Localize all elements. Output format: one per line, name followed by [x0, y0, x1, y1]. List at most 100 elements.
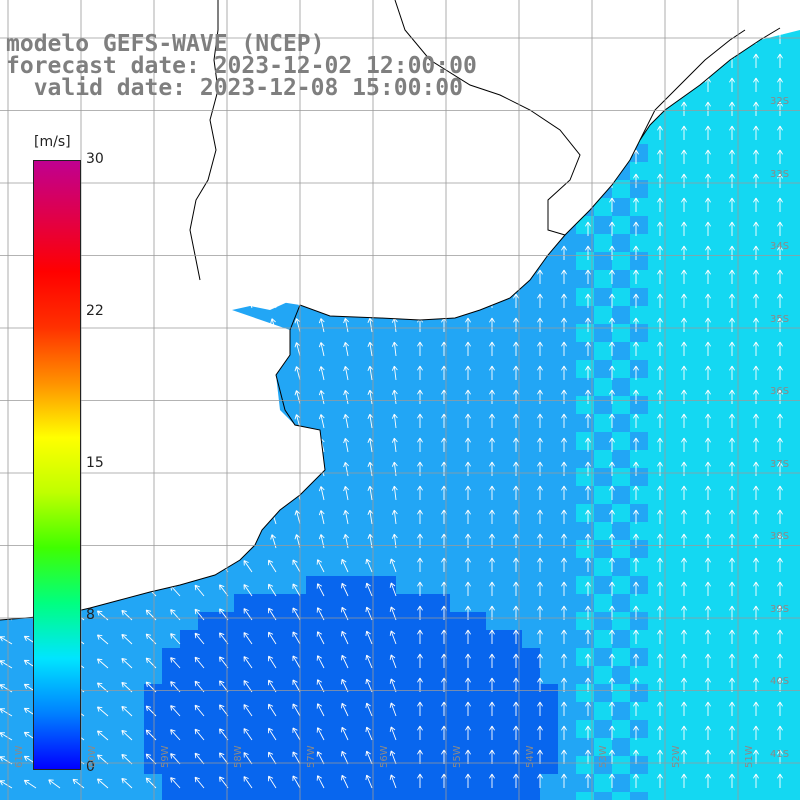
wind-cell	[432, 378, 450, 396]
wind-arrow	[48, 779, 61, 789]
wind-cell	[612, 396, 630, 414]
wind-cell	[612, 576, 630, 594]
wind-arrow	[681, 101, 687, 116]
wind-arrow	[753, 629, 759, 644]
wind-cell	[162, 684, 180, 702]
wind-arrow	[585, 461, 591, 476]
wind-cell	[450, 324, 468, 342]
wind-cell	[306, 378, 324, 396]
wind-cell	[612, 324, 630, 342]
wind-arrow	[729, 245, 735, 260]
wind-cell	[396, 504, 414, 522]
wind-cell	[684, 504, 702, 522]
wind-cell	[180, 594, 198, 612]
wind-cell	[612, 684, 630, 702]
wind-arrow	[513, 749, 519, 764]
wind-cell	[684, 396, 702, 414]
wind-arrow	[753, 149, 759, 164]
wind-cell	[576, 522, 594, 540]
wind-cell	[324, 702, 342, 720]
wind-cell	[738, 594, 756, 612]
wind-arrow	[753, 677, 759, 692]
wind-cell	[414, 612, 432, 630]
wind-cell	[540, 396, 558, 414]
wind-cell	[792, 126, 800, 144]
wind-cell	[756, 72, 774, 90]
wind-cell	[738, 522, 756, 540]
wind-arrow	[417, 725, 423, 740]
wind-cell	[648, 738, 666, 756]
wind-cell	[720, 792, 738, 800]
wind-arrow	[705, 509, 711, 524]
wind-cell	[720, 342, 738, 360]
wind-cell	[648, 198, 666, 216]
wind-arrow	[316, 727, 325, 741]
wind-cell	[504, 324, 522, 342]
wind-arrow	[219, 728, 229, 741]
wind-cell	[666, 468, 684, 486]
wind-cell	[216, 666, 234, 684]
wind-arrow	[633, 149, 639, 164]
wind-cell	[792, 468, 800, 486]
wind-cell	[774, 108, 792, 126]
colorbar-tick-0: 0	[86, 759, 95, 775]
wind-cell	[702, 288, 720, 306]
wind-cell	[774, 720, 792, 738]
wind-cell	[576, 666, 594, 684]
wind-cell	[702, 162, 720, 180]
wind-cell	[774, 594, 792, 612]
wind-cell	[450, 594, 468, 612]
wind-cell	[540, 414, 558, 432]
wind-arrow	[585, 341, 591, 356]
wind-cell	[288, 612, 306, 630]
wind-cell	[756, 288, 774, 306]
wind-cell	[504, 684, 522, 702]
wind-cell	[414, 558, 432, 576]
wind-cell	[648, 540, 666, 558]
wind-cell	[360, 756, 378, 774]
wind-cell	[270, 612, 288, 630]
wind-cell	[684, 108, 702, 126]
wind-cell	[396, 432, 414, 450]
wind-cell	[450, 720, 468, 738]
wind-arrow	[537, 461, 543, 476]
wind-cell	[666, 522, 684, 540]
wind-arrow	[657, 557, 663, 572]
wind-cell	[306, 594, 324, 612]
wind-cell	[684, 360, 702, 378]
wind-cell	[0, 630, 18, 648]
wind-cell	[684, 702, 702, 720]
wind-cell	[504, 342, 522, 360]
wind-arrow	[753, 341, 759, 356]
wind-cell	[378, 630, 396, 648]
wind-cell	[702, 540, 720, 558]
wind-cell	[396, 648, 414, 666]
wind-cell	[540, 756, 558, 774]
wind-cell	[558, 324, 576, 342]
wind-cell	[756, 630, 774, 648]
wind-arrow	[609, 293, 615, 308]
wind-arrow	[537, 653, 543, 668]
wind-cell	[648, 216, 666, 234]
wind-cell	[576, 468, 594, 486]
longitude-label: 59W	[160, 745, 171, 768]
wind-arrow	[268, 631, 277, 645]
wind-cell	[108, 648, 126, 666]
wind-arrow	[96, 634, 109, 645]
wind-arrow	[121, 609, 133, 621]
wind-cell	[666, 288, 684, 306]
wind-cell	[18, 630, 36, 648]
wind-arrow	[657, 317, 663, 332]
wind-arrow	[633, 749, 639, 764]
wind-cell	[162, 594, 180, 612]
wind-arrow	[633, 317, 639, 332]
wind-arrow	[729, 221, 735, 236]
wind-cell	[558, 486, 576, 504]
wind-arrow	[753, 53, 759, 68]
wind-cell	[396, 324, 414, 342]
wind-cell	[684, 558, 702, 576]
wind-arrow	[465, 365, 471, 380]
wind-cell	[630, 648, 648, 666]
wind-cell	[270, 684, 288, 702]
wind-arrow	[417, 629, 423, 644]
